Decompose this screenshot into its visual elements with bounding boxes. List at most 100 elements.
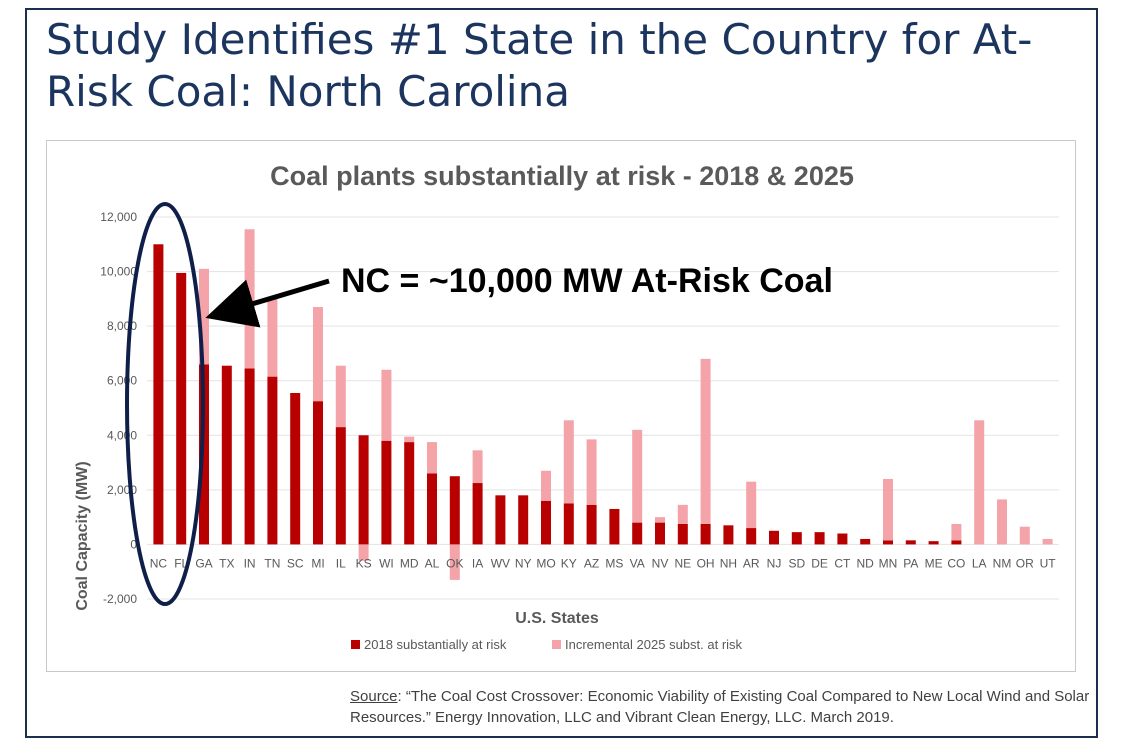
x-category-label: TN	[264, 556, 280, 570]
x-category-label: LA	[972, 556, 987, 570]
y-axis-title: Coal Capacity (MW)	[74, 461, 91, 610]
bar-2018-wi	[381, 440, 392, 545]
bar-2018-pa	[905, 540, 916, 545]
bar-2025-ia	[472, 450, 483, 484]
source-citation: Source: “The Coal Cost Crossover: Econom…	[350, 686, 1090, 728]
bar-2018-de	[814, 532, 825, 545]
x-category-label: ME	[925, 556, 943, 570]
x-category-label: MI	[311, 556, 324, 570]
nc-annotation: NC = ~10,000 MW At-Risk Coal	[341, 262, 833, 300]
bar-2018-sd	[791, 532, 802, 545]
bar-2025-mo	[541, 470, 551, 501]
bar-2018-mo	[541, 500, 551, 545]
x-category-label: WV	[491, 556, 510, 570]
x-category-label: OK	[446, 556, 463, 570]
legend-swatch-2018	[351, 640, 360, 649]
x-category-label: NH	[720, 556, 737, 570]
x-category-label: DE	[811, 556, 828, 570]
source-text: : “The Coal Cost Crossover: Economic Via…	[350, 688, 1090, 726]
x-category-label: OH	[697, 556, 715, 570]
bar-2018-co	[951, 540, 962, 545]
bar-2025-nm	[997, 499, 1007, 545]
bar-2018-ct	[837, 533, 848, 545]
x-category-label: ND	[857, 556, 875, 570]
x-category-label: CO	[947, 556, 965, 570]
x-category-label: NM	[993, 556, 1012, 570]
x-category-label: IN	[244, 556, 256, 570]
x-category-label: NJ	[767, 556, 782, 570]
x-category-label: IA	[472, 556, 483, 570]
chart-container: Coal plants substantially at risk - 2018…	[46, 140, 1076, 672]
x-category-label: MO	[536, 556, 555, 570]
x-category-label: IL	[336, 556, 346, 570]
bar-2025-md	[404, 436, 415, 443]
y-tick-label: 0	[130, 537, 137, 551]
bar-2018-tn	[267, 376, 278, 545]
x-category-label: CT	[834, 556, 851, 570]
nc-fl-highlight-ellipse	[125, 202, 205, 606]
x-category-label: AL	[425, 556, 440, 570]
x-category-label: OR	[1016, 556, 1034, 570]
x-category-label: MN	[879, 556, 898, 570]
x-category-label: KS	[356, 556, 372, 570]
bar-2025-oh	[700, 358, 711, 524]
x-category-label: UT	[1040, 556, 1057, 570]
bar-2018-in	[244, 368, 255, 545]
x-category-label: PA	[903, 556, 918, 570]
bar-2018-mn	[883, 540, 893, 545]
bar-2018-ms	[609, 508, 620, 545]
y-tick-label: 6,000	[107, 374, 137, 388]
x-category-label: VA	[630, 556, 645, 570]
bar-2018-al	[427, 473, 437, 545]
bar-2025-nv	[655, 517, 665, 523]
y-tick-label: -2,000	[103, 592, 137, 606]
x-axis-title: U.S. States	[515, 610, 599, 627]
bar-2018-ne	[677, 523, 688, 545]
legend-label-2025: Incremental 2025 subst. at risk	[565, 637, 743, 652]
x-category-label: NY	[515, 556, 532, 570]
bar-2018-nj	[769, 530, 779, 545]
bar-2025-co	[951, 523, 962, 541]
x-category-label: GA	[195, 556, 212, 570]
legend-label-2018: 2018 substantially at risk	[364, 637, 507, 652]
bar-2025-ok	[449, 544, 460, 580]
x-axis-categories: NC FL GA TX IN TN SC MI IL KS WI MD AL OK IA WV NY MO KY AZ…	[150, 556, 1057, 570]
bar-2018-ks	[358, 435, 369, 545]
bar-2018-mi	[313, 401, 323, 545]
bar-2025-ky	[563, 420, 574, 504]
bar-2018-nv	[655, 522, 665, 545]
x-category-label: WI	[379, 556, 394, 570]
bar-2018-md	[404, 442, 415, 545]
bar-2018-nc	[153, 244, 164, 545]
bar-2018-nh	[723, 525, 734, 545]
bar-2025-or	[1019, 526, 1030, 545]
bar-2025-ne	[677, 504, 688, 524]
x-category-label: NE	[674, 556, 691, 570]
bar-2025-ks	[358, 544, 369, 561]
x-category-label: FL	[174, 556, 188, 570]
bar-2018-ar	[746, 528, 757, 545]
bar-2018-ok	[449, 476, 460, 545]
annotation-arrow	[205, 278, 330, 328]
bar-2018-sc	[290, 392, 301, 545]
x-category-label: SD	[788, 556, 805, 570]
x-category-label: MD	[400, 556, 419, 570]
bar-2018-ga	[199, 364, 209, 545]
bar-2025-il	[335, 365, 346, 428]
bar-2025-in	[244, 229, 255, 369]
bar-2018-ky	[563, 503, 574, 545]
bar-2018-fl	[176, 272, 187, 545]
chart-title: Coal plants substantially at risk - 2018…	[270, 161, 854, 191]
bar-2018-ny	[518, 495, 529, 545]
bar-2018-ia	[472, 483, 483, 545]
bar-2025-va	[632, 429, 643, 523]
slide-frame	[25, 8, 1098, 738]
y-tick-label: 8,000	[107, 319, 137, 333]
bar-2018-oh	[700, 523, 711, 545]
legend: 2018 substantially at risk Incremental 2…	[351, 637, 743, 652]
x-category-label: MS	[605, 556, 623, 570]
bar-2018-va	[632, 522, 643, 545]
source-label: Source	[350, 688, 398, 705]
bar-2025-al	[427, 442, 437, 474]
